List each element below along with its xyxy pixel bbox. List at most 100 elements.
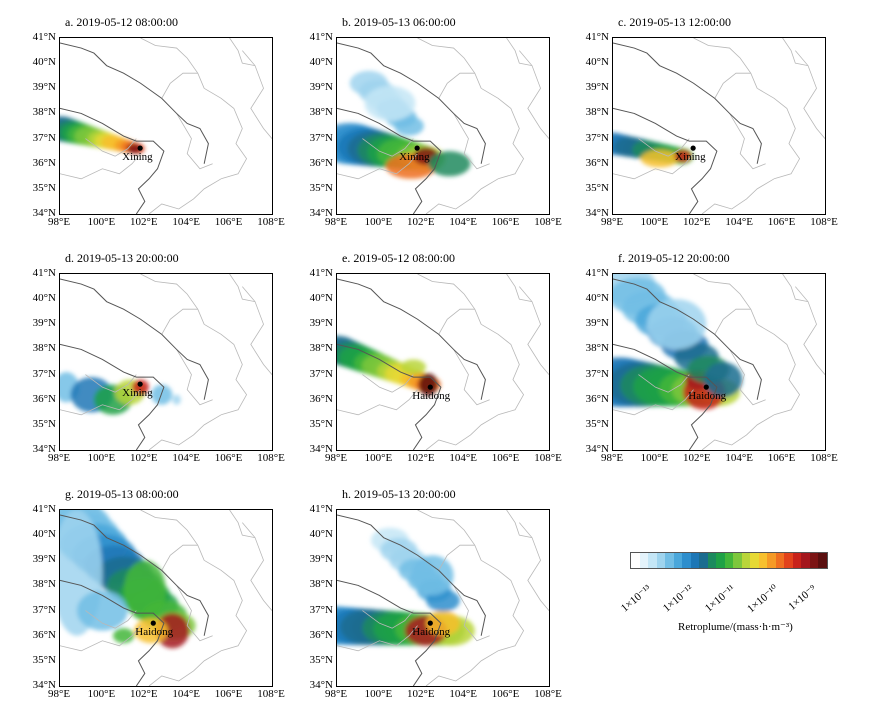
province-border — [60, 343, 165, 450]
county-border — [438, 308, 475, 335]
county-border — [506, 274, 533, 303]
county-border — [337, 389, 418, 416]
latitude-tick-label: 35°N — [585, 417, 609, 430]
latitude-tick-label: 34°N — [585, 207, 609, 219]
latitude-tick-label: 38°N — [309, 578, 333, 591]
province-border — [60, 278, 209, 400]
county-border — [425, 414, 499, 450]
county-border — [85, 374, 137, 393]
longitude-tick-label: 106°E — [767, 216, 796, 228]
longitude-tick-label: 108°E — [810, 216, 838, 228]
plume-blob — [646, 299, 707, 350]
colorbar-swatch — [673, 553, 683, 568]
plume-blob — [113, 628, 135, 644]
longitude-tick-label: 106°E — [214, 216, 243, 228]
map-frame: Haidong — [336, 273, 550, 451]
county-border — [417, 38, 482, 89]
county-border — [85, 610, 137, 629]
latitude-tick-label: 37°N — [309, 131, 333, 144]
longitude-tick-label: 108°E — [257, 452, 285, 464]
plume-blob — [674, 149, 692, 163]
latitude-tick-label: 41°N — [32, 31, 56, 43]
retroplume — [337, 70, 471, 179]
colorbar-swatch — [809, 553, 819, 568]
county-border — [453, 585, 490, 642]
longitude-tick-label: 104°E — [172, 688, 200, 700]
map-frame: Haidong — [336, 509, 550, 687]
county-border — [795, 50, 825, 139]
retroplume — [60, 372, 181, 415]
longitude-tick-label: 104°E — [449, 452, 477, 464]
longitude-tick-label: 102°E — [682, 216, 711, 228]
colorbar — [630, 552, 828, 569]
longitude-tick-label: 106°E — [767, 452, 796, 464]
latitude-tick-label: 41°N — [32, 503, 56, 515]
map-frame: Xining — [612, 37, 826, 215]
longitude-tick-label: 108°E — [257, 216, 285, 228]
latitude-tick-label: 34°N — [32, 443, 56, 455]
county-border — [229, 38, 256, 67]
province-border — [613, 278, 762, 400]
latitude-tick-label: 35°N — [585, 181, 609, 194]
latitude-tick-label: 35°N — [32, 653, 56, 666]
city-marker — [150, 620, 156, 626]
city-label: Xining — [399, 151, 430, 164]
latitude-tick-label: 37°N — [309, 603, 333, 616]
city-label: Xining — [675, 151, 706, 164]
latitude-tick-label: 39°N — [309, 81, 333, 94]
latitude-tick-label: 41°N — [32, 267, 56, 279]
longitude-tick-label: 104°E — [172, 452, 200, 464]
county-border — [638, 138, 690, 157]
colorbar-swatch — [750, 553, 759, 568]
retroplume — [60, 116, 145, 155]
colorbar-swatch — [758, 553, 768, 568]
colorbar-swatch — [682, 553, 691, 568]
county-border — [176, 585, 213, 642]
plume-blob — [394, 116, 424, 136]
city-marker — [427, 384, 433, 390]
map-canvas — [613, 274, 825, 450]
map-frame: Haidong — [612, 273, 826, 451]
retroplume — [60, 510, 196, 649]
latitude-tick-label: 40°N — [32, 292, 56, 305]
panel-title: h. 2019-05-13 20:00:00 — [342, 487, 456, 501]
latitude-tick-label: 35°N — [309, 417, 333, 430]
county-border — [203, 323, 248, 416]
map-canvas — [613, 38, 825, 214]
longitude-tick-label: 100°E — [364, 688, 393, 700]
latitude-tick-label: 38°N — [309, 342, 333, 355]
latitude-tick-label: 34°N — [309, 443, 333, 455]
county-border — [242, 50, 272, 139]
county-border — [337, 625, 418, 652]
longitude-tick-label: 102°E — [682, 452, 711, 464]
latitude-tick-label: 40°N — [585, 56, 609, 69]
province-border — [60, 579, 165, 686]
plume-blob — [640, 149, 679, 168]
latitude-tick-label: 40°N — [309, 56, 333, 69]
panel-title: e. 2019-05-12 08:00:00 — [342, 251, 455, 265]
colorbar-swatch — [656, 553, 666, 568]
latitude-tick-label: 38°N — [32, 342, 56, 355]
city-marker — [703, 384, 709, 390]
retroplume — [613, 274, 743, 410]
province-border — [60, 42, 209, 164]
latitude-tick-label: 36°N — [309, 156, 333, 169]
longitude-tick-label: 102°E — [129, 688, 158, 700]
map-canvas — [60, 38, 272, 214]
retroplume — [337, 335, 441, 396]
county-border — [729, 349, 766, 406]
county-border — [782, 274, 809, 303]
longitude-tick-label: 98°E — [324, 216, 348, 228]
latitude-tick-label: 36°N — [585, 392, 609, 405]
county-border — [337, 153, 418, 180]
county-border — [613, 389, 694, 416]
county-border — [148, 414, 222, 450]
province-border — [337, 579, 442, 686]
latitude-tick-label: 40°N — [309, 528, 333, 541]
longitude-tick-label: 106°E — [491, 216, 520, 228]
longitude-tick-label: 100°E — [640, 216, 669, 228]
latitude-tick-label: 36°N — [585, 156, 609, 169]
latitude-tick-label: 34°N — [32, 207, 56, 219]
county-border — [60, 153, 141, 180]
city-label: Haidong — [412, 390, 451, 403]
